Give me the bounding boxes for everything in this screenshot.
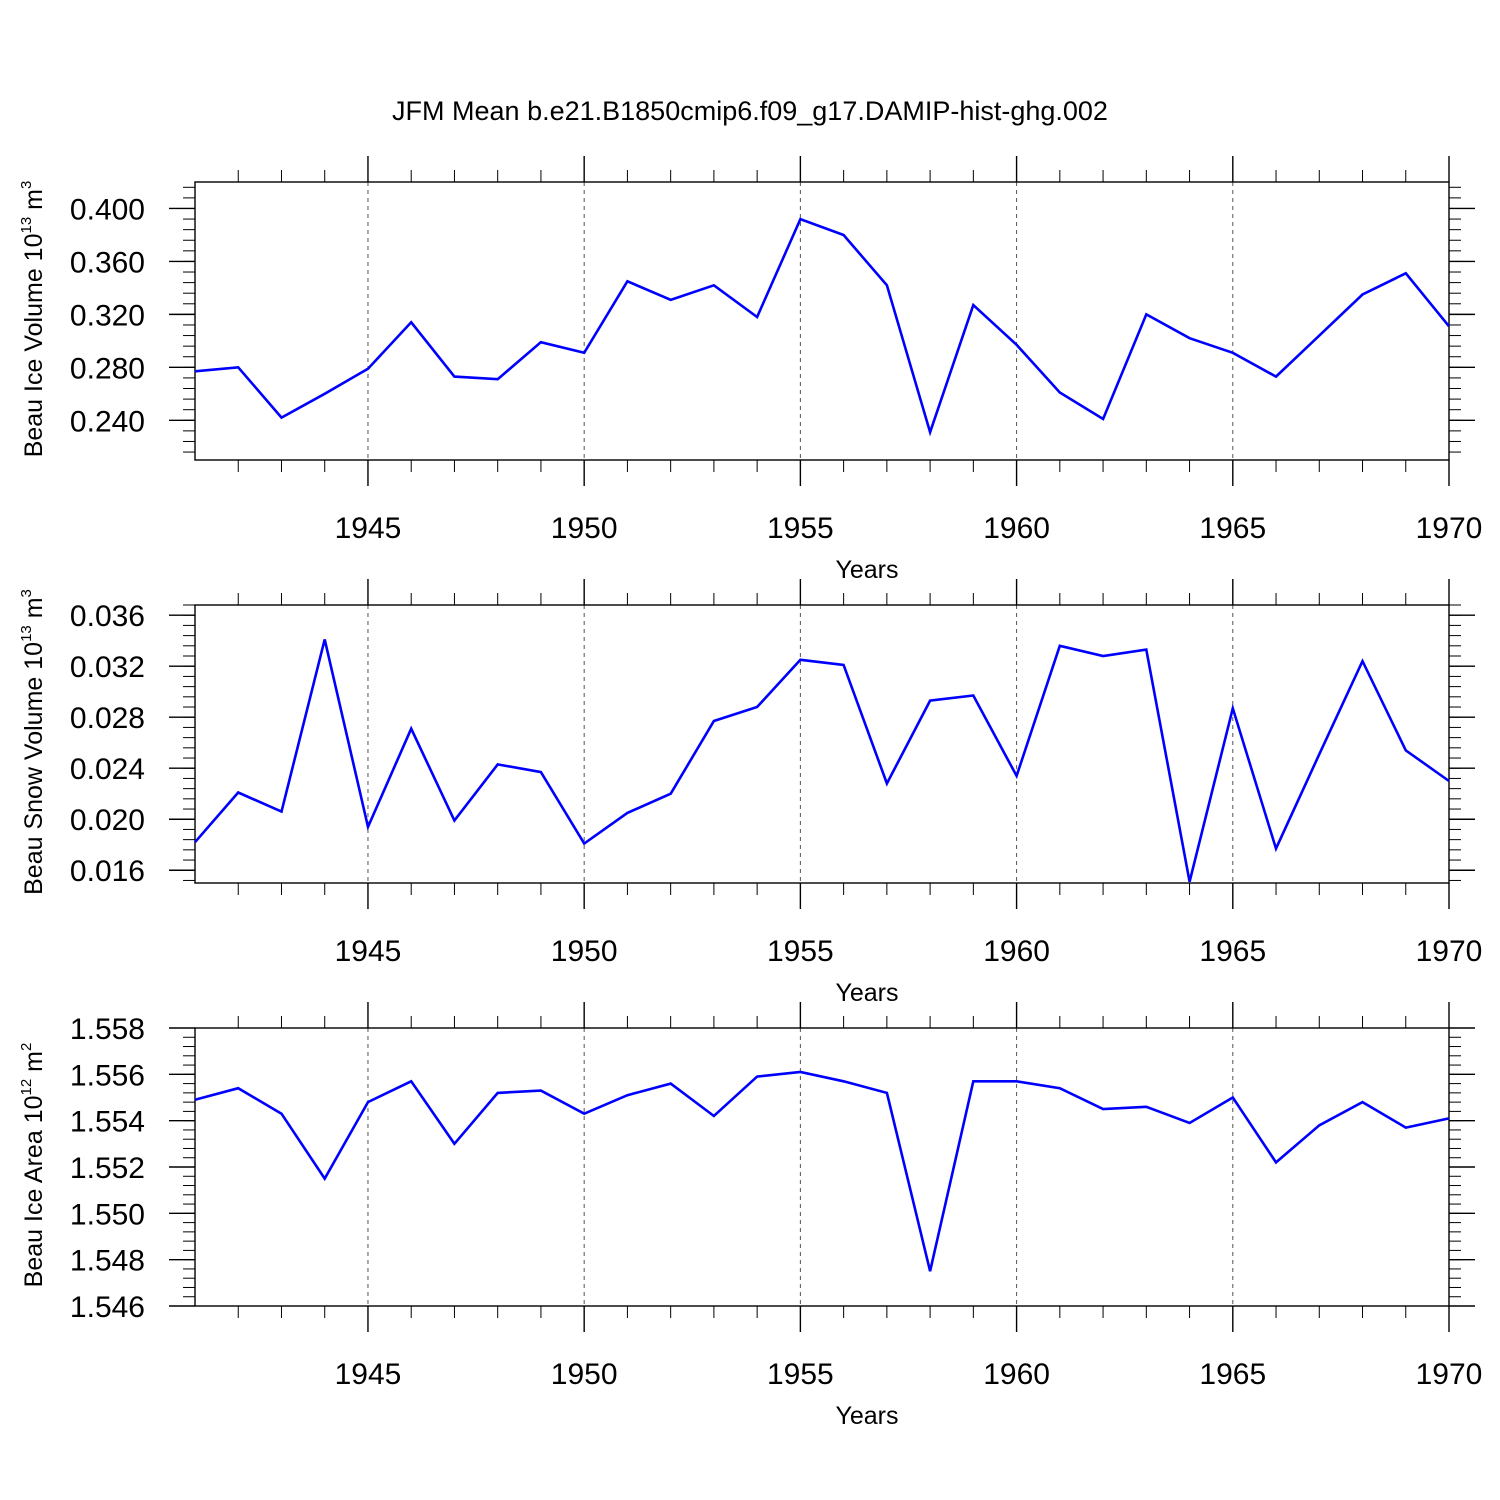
y-axis-label-unit-exponent: 3: [18, 589, 35, 597]
chart-panel-1: 1945 1950 1955 1960 1965 1970 0.240 0.280 0.320 0…: [18, 156, 1482, 584]
x-tick-label: 1950: [551, 1358, 618, 1391]
y-axis-label-exponent: 12: [18, 1079, 35, 1096]
y-axis-label-unit-exponent: 2: [18, 1043, 35, 1051]
y-axis-label: Beau Snow Volume 1013 m3: [18, 589, 48, 895]
x-tick-label: 1955: [767, 935, 834, 968]
y-tick-label: 0.320: [70, 299, 145, 332]
y-tick-label: 0.360: [70, 246, 145, 279]
x-tick-label: 1945: [335, 935, 402, 968]
chart-panel-2: 1945 1950 1955 1960 1965 1970 0.016 0.020 0.024 0…: [18, 579, 1482, 1007]
x-tick-label: 1955: [767, 1358, 834, 1391]
y-tick-label: 1.550: [70, 1198, 145, 1231]
x-tick-label: 1970: [1416, 1358, 1483, 1391]
x-tick-label: 1960: [983, 1358, 1050, 1391]
y-tick-label: 1.548: [70, 1245, 145, 1278]
y-axis-label-text: Beau Ice Volume 10: [20, 234, 48, 458]
x-tick-label: 1945: [335, 512, 402, 545]
y-axis-label: Beau Ice Area 1012 m2: [18, 1043, 48, 1288]
x-tick-label: 1950: [551, 935, 618, 968]
y-axis-label-unit: m: [20, 597, 48, 625]
x-axis-label: Years: [835, 556, 898, 584]
y-tick-label: 0.036: [70, 600, 145, 633]
x-axis-label: Years: [835, 979, 898, 1007]
y-tick-label: 0.032: [70, 651, 145, 684]
y-tick-label: 1.558: [70, 1013, 145, 1046]
y-tick-label: 0.024: [70, 753, 145, 786]
plot-frame: [194, 1027, 1450, 1307]
x-tick-label: 1960: [983, 512, 1050, 545]
chart-title: JFM Mean b.e21.B1850cmip6.f09_g17.DAMIP-…: [392, 96, 1108, 126]
x-tick-label: 1955: [767, 512, 834, 545]
x-tick-label: 1970: [1416, 512, 1483, 545]
x-tick-label: 1950: [551, 512, 618, 545]
x-tick-label: 1965: [1199, 935, 1266, 968]
x-tick-label: 1965: [1199, 1358, 1266, 1391]
y-tick-label: 1.546: [70, 1291, 145, 1324]
y-tick-label: 0.020: [70, 804, 145, 837]
y-tick-label: 0.028: [70, 702, 145, 735]
x-tick-label: 1970: [1416, 935, 1483, 968]
y-axis-label-unit: m: [20, 1051, 48, 1079]
y-tick-label: 0.016: [70, 855, 145, 888]
y-tick-label: 0.280: [70, 352, 145, 385]
y-axis-label-exponent: 13: [18, 625, 35, 642]
plot-frame: [194, 181, 1450, 461]
y-axis-label: Beau Ice Volume 1013 m3: [18, 181, 48, 458]
plot-frame: [194, 604, 1450, 884]
x-tick-label: 1960: [983, 935, 1050, 968]
y-tick-label: 1.556: [70, 1059, 145, 1092]
chart-panel-3: 1945 1950 1955 1960 1965 1970 1.546 1.548 1.550 1…: [18, 1002, 1482, 1430]
y-axis-label-text: Beau Ice Area 10: [20, 1096, 48, 1288]
y-axis-label-unit: m: [20, 189, 48, 217]
y-axis-label-text: Beau Snow Volume 10: [20, 642, 48, 895]
x-tick-label: 1945: [335, 1358, 402, 1391]
x-axis-label: Years: [835, 1402, 898, 1430]
y-axis-label-unit-exponent: 3: [18, 181, 35, 189]
y-tick-label: 1.554: [70, 1106, 145, 1139]
y-axis-label-exponent: 13: [18, 217, 35, 234]
series-line: [194, 639, 1450, 883]
series-line: [194, 1070, 1450, 1272]
y-tick-label: 1.552: [70, 1152, 145, 1185]
series-line: [194, 217, 1451, 437]
x-tick-label: 1965: [1199, 512, 1266, 545]
y-tick-label: 0.240: [70, 405, 145, 438]
y-tick-label: 0.400: [70, 193, 145, 226]
